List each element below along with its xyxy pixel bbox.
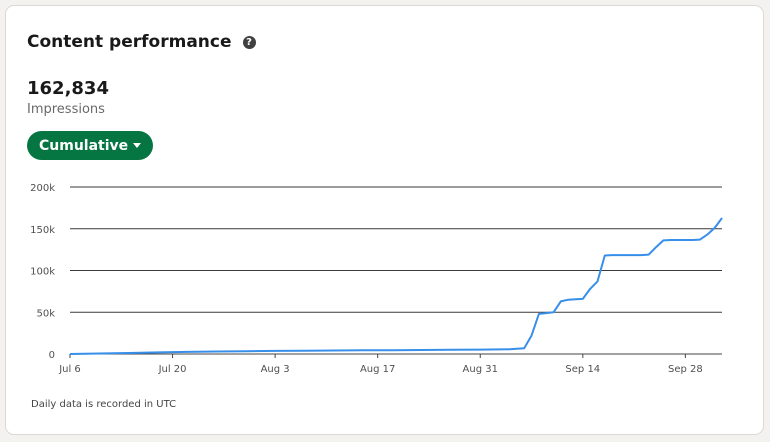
content-performance-card: Content performance ? 162,834 Impression… bbox=[6, 6, 763, 434]
y-tick-label: 50k bbox=[36, 308, 55, 319]
x-axis-labels: Jul 6 Jul 20 Aug 3 Aug 17 Aug 31 Sep 14 Sep 28 bbox=[58, 354, 703, 375]
impressions-series-line bbox=[69, 217, 723, 355]
question-circle-icon[interactable]: ? bbox=[242, 35, 256, 49]
utc-footnote: Daily data is recorded in UTC bbox=[31, 399, 177, 410]
dropdown-label: Cumulative bbox=[39, 137, 129, 154]
cumulative-dropdown-button[interactable]: Cumulative bbox=[27, 131, 154, 160]
y-axis-labels: 0 50k 100k 150k 200k bbox=[30, 183, 55, 361]
x-tick-label: Aug 3 bbox=[261, 364, 290, 375]
x-tick-label: Sep 28 bbox=[668, 364, 703, 375]
impressions-value: 162,834 bbox=[27, 78, 109, 99]
x-tick-label: Jul 20 bbox=[158, 364, 187, 375]
x-tick-label: Jul 6 bbox=[58, 364, 81, 375]
y-tick-label: 150k bbox=[30, 225, 55, 236]
x-tick-label: Aug 31 bbox=[463, 364, 498, 375]
y-tick-label: 0 bbox=[49, 350, 55, 361]
card-title: Content performance bbox=[27, 32, 232, 52]
chart-grid bbox=[70, 186, 722, 355]
series-layer bbox=[69, 217, 723, 355]
impressions-label: Impressions bbox=[27, 102, 105, 117]
y-tick-label: 100k bbox=[30, 267, 55, 278]
caret-down-icon bbox=[133, 143, 142, 148]
card-header: Content performance ? bbox=[27, 32, 256, 52]
y-tick-label: 200k bbox=[30, 183, 55, 194]
x-tick-label: Aug 17 bbox=[360, 364, 395, 375]
x-tick-label: Sep 14 bbox=[565, 364, 600, 375]
impressions-chart: 0 50k 100k 150k 200k Jul 6 Jul 20 Aug 3 Aug 17 A… bbox=[30, 183, 723, 375]
